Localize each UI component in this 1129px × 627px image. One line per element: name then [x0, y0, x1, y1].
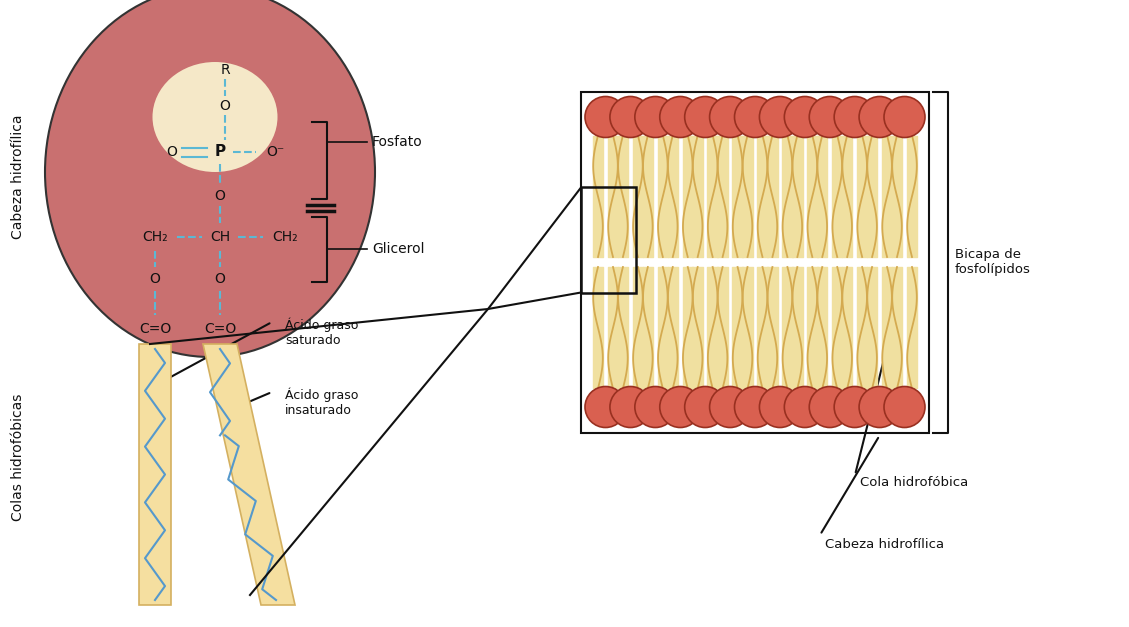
Ellipse shape	[152, 62, 278, 172]
Circle shape	[785, 97, 825, 137]
Text: C=O: C=O	[139, 322, 172, 336]
Text: Fosfato: Fosfato	[371, 135, 422, 149]
Circle shape	[760, 97, 800, 137]
Text: Ácido graso
saturado: Ácido graso saturado	[285, 317, 358, 347]
Text: O: O	[219, 99, 230, 113]
Circle shape	[884, 97, 925, 137]
Text: O: O	[215, 189, 226, 203]
Bar	[581, 187, 636, 293]
Circle shape	[610, 386, 651, 428]
Circle shape	[610, 97, 651, 137]
Circle shape	[735, 386, 776, 428]
Circle shape	[809, 386, 850, 428]
Text: CH₂: CH₂	[142, 230, 168, 244]
Text: P: P	[215, 144, 226, 159]
Circle shape	[634, 97, 676, 137]
Circle shape	[659, 386, 701, 428]
Text: Glicerol: Glicerol	[371, 242, 425, 256]
Text: Cola hidrofóbica: Cola hidrofóbica	[860, 475, 969, 488]
Polygon shape	[203, 344, 295, 605]
Text: C=O: C=O	[204, 322, 236, 336]
Circle shape	[710, 386, 751, 428]
Circle shape	[684, 386, 726, 428]
Circle shape	[859, 386, 900, 428]
Text: O: O	[149, 272, 160, 286]
Bar	[139, 344, 170, 605]
Ellipse shape	[45, 0, 375, 357]
Circle shape	[760, 386, 800, 428]
Circle shape	[809, 97, 850, 137]
Circle shape	[659, 97, 701, 137]
Text: Colas hidrofóbicas: Colas hidrofóbicas	[11, 393, 25, 520]
Circle shape	[684, 97, 726, 137]
Text: R: R	[220, 63, 230, 77]
Text: Bicapa de
fosfolípidos: Bicapa de fosfolípidos	[955, 248, 1031, 276]
Text: CH₂: CH₂	[272, 230, 298, 244]
Bar	[581, 92, 929, 433]
Circle shape	[735, 97, 776, 137]
Circle shape	[834, 386, 875, 428]
Circle shape	[585, 386, 625, 428]
Circle shape	[634, 386, 676, 428]
Circle shape	[585, 97, 625, 137]
Circle shape	[859, 97, 900, 137]
Circle shape	[785, 386, 825, 428]
Text: O: O	[167, 145, 177, 159]
Text: O: O	[215, 272, 226, 286]
Circle shape	[710, 97, 751, 137]
Text: CH: CH	[210, 230, 230, 244]
Text: Cabeza hidrofílica: Cabeza hidrofílica	[825, 539, 944, 552]
Text: Ácido graso
insaturado: Ácido graso insaturado	[285, 387, 358, 417]
Text: O⁻: O⁻	[265, 145, 285, 159]
Text: Cabeza hidrofílica: Cabeza hidrofílica	[11, 115, 25, 240]
Circle shape	[834, 97, 875, 137]
Circle shape	[884, 386, 925, 428]
